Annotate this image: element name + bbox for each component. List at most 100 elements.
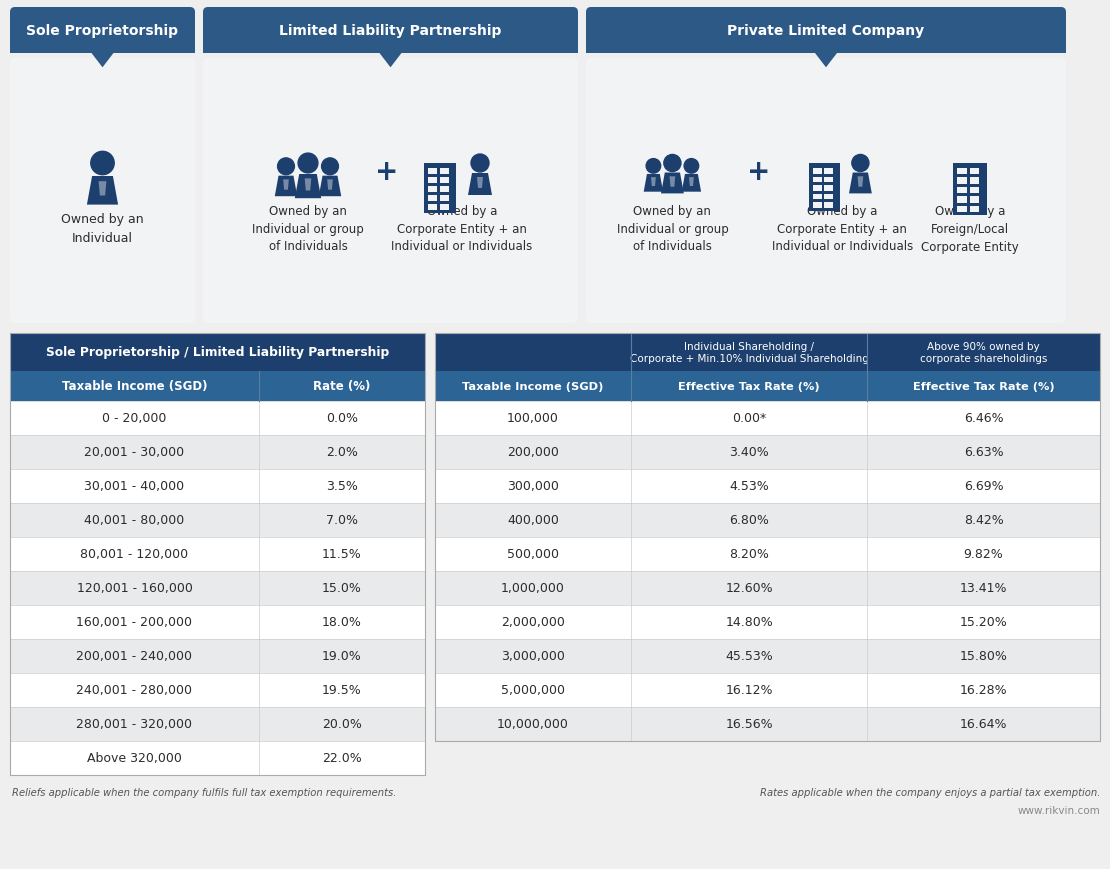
- Text: 2.0%: 2.0%: [326, 446, 357, 459]
- Bar: [632, 334, 867, 372]
- Text: 8.42%: 8.42%: [963, 514, 1003, 527]
- Polygon shape: [275, 176, 297, 197]
- Circle shape: [646, 159, 660, 174]
- Bar: [435, 334, 632, 372]
- Text: 16.56%: 16.56%: [726, 718, 773, 731]
- Circle shape: [278, 159, 294, 176]
- Bar: [825, 203, 832, 209]
- Bar: [435, 435, 1100, 469]
- Bar: [10, 31, 195, 54]
- Bar: [424, 164, 456, 214]
- Circle shape: [322, 159, 339, 176]
- Text: 19.0%: 19.0%: [322, 650, 362, 663]
- Bar: [10, 741, 425, 775]
- Text: 2,000,000: 2,000,000: [501, 616, 565, 629]
- Polygon shape: [650, 178, 656, 187]
- Text: 19.5%: 19.5%: [322, 684, 362, 697]
- Bar: [825, 195, 832, 200]
- Circle shape: [91, 152, 114, 176]
- Text: Owned by a
Corporate Entity + an
Individual or Individuals: Owned by a Corporate Entity + an Individ…: [392, 204, 533, 253]
- Polygon shape: [295, 175, 321, 199]
- Text: 0.00*: 0.00*: [733, 412, 766, 425]
- Polygon shape: [87, 176, 118, 205]
- Text: Effective Tax Rate (%): Effective Tax Rate (%): [912, 381, 1054, 392]
- Text: Owned by an
Individual or group
of Individuals: Owned by an Individual or group of Indiv…: [252, 204, 364, 253]
- Text: 6.69%: 6.69%: [963, 480, 1003, 493]
- Text: +: +: [747, 158, 770, 186]
- Bar: [825, 169, 832, 175]
- FancyBboxPatch shape: [586, 8, 1066, 54]
- Polygon shape: [380, 54, 402, 69]
- Polygon shape: [858, 177, 864, 188]
- Text: 15.20%: 15.20%: [960, 616, 1008, 629]
- Bar: [435, 673, 1100, 707]
- Bar: [953, 163, 987, 216]
- Text: Private Limited Company: Private Limited Company: [727, 24, 925, 38]
- Text: 11.5%: 11.5%: [322, 547, 362, 561]
- Bar: [428, 178, 437, 183]
- Bar: [970, 197, 979, 203]
- Text: Reliefs applicable when the company fulfils full tax exemption requirements.: Reliefs applicable when the company fulf…: [12, 787, 396, 797]
- Text: 20,001 - 30,000: 20,001 - 30,000: [84, 446, 184, 459]
- Text: 16.12%: 16.12%: [726, 684, 773, 697]
- Bar: [10, 435, 425, 469]
- Text: 6.63%: 6.63%: [963, 446, 1003, 459]
- Text: +: +: [375, 158, 398, 186]
- Text: 3.5%: 3.5%: [326, 480, 357, 493]
- Text: 40,001 - 80,000: 40,001 - 80,000: [84, 514, 184, 527]
- Text: 160,001 - 200,000: 160,001 - 200,000: [77, 616, 192, 629]
- Bar: [435, 503, 1100, 537]
- Bar: [813, 169, 821, 175]
- Polygon shape: [91, 54, 113, 69]
- Bar: [825, 177, 832, 183]
- Bar: [813, 203, 821, 209]
- Bar: [958, 169, 967, 175]
- Text: 12.60%: 12.60%: [726, 582, 773, 594]
- Polygon shape: [660, 173, 684, 194]
- FancyBboxPatch shape: [586, 59, 1066, 323]
- Bar: [435, 606, 1100, 640]
- Text: 0 - 20,000: 0 - 20,000: [102, 412, 166, 425]
- Polygon shape: [644, 175, 663, 192]
- Text: 240,001 - 280,000: 240,001 - 280,000: [77, 684, 192, 697]
- Text: 15.80%: 15.80%: [960, 650, 1008, 663]
- Text: Limited Liability Partnership: Limited Liability Partnership: [280, 24, 502, 38]
- Text: 30,001 - 40,000: 30,001 - 40,000: [84, 480, 184, 493]
- Text: 9.82%: 9.82%: [963, 547, 1003, 561]
- Circle shape: [684, 159, 698, 174]
- Bar: [813, 177, 821, 183]
- Text: 280,001 - 320,000: 280,001 - 320,000: [77, 718, 192, 731]
- Polygon shape: [477, 178, 483, 189]
- Text: 200,001 - 240,000: 200,001 - 240,000: [77, 650, 192, 663]
- Text: 80,001 - 120,000: 80,001 - 120,000: [80, 547, 189, 561]
- Circle shape: [851, 156, 869, 172]
- Bar: [958, 178, 967, 184]
- Text: www.rikvin.com: www.rikvin.com: [1017, 805, 1100, 815]
- Text: Owned by a
Foreign/Local
Corporate Entity: Owned by a Foreign/Local Corporate Entit…: [921, 204, 1019, 253]
- Bar: [435, 571, 1100, 606]
- Polygon shape: [815, 54, 837, 69]
- Bar: [440, 196, 450, 202]
- Bar: [435, 707, 1100, 741]
- Circle shape: [664, 156, 680, 172]
- FancyBboxPatch shape: [10, 59, 195, 323]
- Polygon shape: [319, 176, 341, 197]
- Bar: [10, 537, 425, 571]
- Bar: [440, 169, 450, 175]
- Polygon shape: [849, 173, 871, 194]
- Text: 7.0%: 7.0%: [326, 514, 359, 527]
- Text: 400,000: 400,000: [507, 514, 559, 527]
- Polygon shape: [468, 174, 492, 196]
- Bar: [440, 205, 450, 211]
- Text: Sole Proprietorship / Limited Liability Partnership: Sole Proprietorship / Limited Liability …: [46, 346, 390, 359]
- Text: Above 90% owned by
corporate shareholdings: Above 90% owned by corporate shareholdin…: [920, 342, 1048, 364]
- Text: Effective Tax Rate (%): Effective Tax Rate (%): [678, 381, 820, 392]
- Bar: [10, 334, 425, 372]
- Bar: [10, 606, 425, 640]
- Text: 22.0%: 22.0%: [322, 752, 362, 765]
- Text: 13.41%: 13.41%: [960, 582, 1008, 594]
- Bar: [10, 640, 425, 673]
- Polygon shape: [283, 180, 289, 190]
- Text: 3.40%: 3.40%: [729, 446, 769, 459]
- Circle shape: [299, 154, 317, 174]
